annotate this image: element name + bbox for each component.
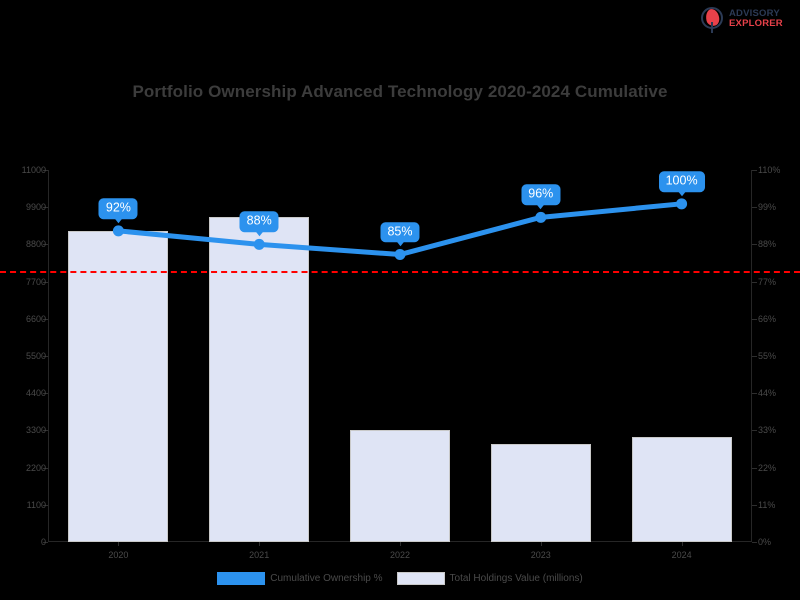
bar-2020[interactable] bbox=[68, 230, 169, 542]
y-axis-left-tick-label: 0 bbox=[40, 537, 46, 547]
legend-swatch-line-icon bbox=[217, 572, 266, 585]
y-axis-left-tick-label: 7700 bbox=[25, 276, 46, 287]
y-axis-left-tick-mark bbox=[43, 393, 48, 395]
chart-legend: Cumulative Ownership % Total Holdings Va… bbox=[0, 572, 800, 585]
legend-swatch-bar-icon bbox=[396, 572, 445, 585]
y-axis-left-tick-label: 3300 bbox=[25, 425, 46, 436]
legend-item-bar[interactable]: Total Holdings Value (millions) bbox=[396, 572, 583, 585]
data-label-2023: 96% bbox=[521, 184, 561, 210]
legend-item-line[interactable]: Cumulative Ownership % bbox=[217, 572, 383, 585]
line-point-2020[interactable] bbox=[112, 225, 124, 237]
y-axis-right-tick-mark bbox=[752, 467, 757, 469]
threshold-line bbox=[0, 271, 800, 274]
logo-mark-icon bbox=[700, 6, 726, 33]
brand-logo: ADVISORY EXPLORER bbox=[700, 4, 792, 34]
y-axis-right-line bbox=[751, 170, 752, 542]
bar-2022[interactable] bbox=[350, 430, 450, 542]
y-axis-left-tick-label: 2200 bbox=[25, 462, 46, 473]
y-axis-right-tick-mark bbox=[752, 281, 757, 283]
bar-2023[interactable] bbox=[490, 443, 591, 542]
data-label-2020: 92% bbox=[98, 198, 138, 223]
line-point-2021[interactable] bbox=[253, 238, 265, 250]
x-axis-tick-mark bbox=[118, 542, 120, 546]
x-axis-tick-mark bbox=[400, 542, 401, 546]
y-axis-right-tick-label: 0% bbox=[758, 537, 772, 547]
y-axis-left-tick-label: 5500 bbox=[25, 351, 46, 361]
y-axis-left-tick-label: 9900 bbox=[25, 202, 46, 213]
y-axis-left-tick-label: 1100 bbox=[26, 499, 46, 510]
x-axis-tick-label: 2022 bbox=[389, 550, 411, 560]
y-axis-right-tick-mark bbox=[752, 244, 757, 246]
line-series bbox=[112, 198, 688, 261]
y-axis-right-tick-label: 33% bbox=[758, 425, 777, 436]
bar-2024[interactable] bbox=[631, 437, 732, 542]
data-label-2024: 100% bbox=[658, 171, 705, 196]
y-axis-right-tick-mark bbox=[752, 504, 757, 506]
x-axis-tick-mark bbox=[540, 542, 542, 546]
y-axis-right-tick-label: 11% bbox=[758, 499, 776, 510]
y-axis-right-tick-mark bbox=[752, 207, 757, 209]
chart-plot-area: 0 1100 2200 3300 4400 5500 6600 7700 8800 9900 110… bbox=[0, 165, 800, 560]
line-point-2022[interactable] bbox=[394, 249, 406, 261]
y-axis-left-tick-mark bbox=[43, 207, 48, 209]
legend-label-bar: Total Holdings Value (millions) bbox=[449, 573, 583, 584]
y-axis-left-line bbox=[48, 170, 49, 542]
y-axis-left-tick-mark bbox=[43, 281, 48, 283]
x-axis-tick-label: 2024 bbox=[671, 550, 692, 560]
y-axis-right-tick-label: 110% bbox=[758, 165, 781, 175]
y-axis-right-tick-mark bbox=[752, 393, 757, 395]
y-axis-right-tick-mark bbox=[752, 170, 757, 171]
data-label-2022: 85% bbox=[380, 221, 420, 247]
y-axis-right-tick-label: 77% bbox=[758, 276, 777, 287]
y-axis-right-tick-mark bbox=[752, 430, 757, 432]
chart-title: Portfolio Ownership Advanced Technology … bbox=[132, 82, 668, 101]
y-axis-right-tick-label: 66% bbox=[758, 313, 777, 324]
x-axis-tick-mark bbox=[259, 542, 261, 546]
y-axis-left-tick-mark bbox=[43, 467, 48, 469]
y-axis-right-tick-label: 88% bbox=[758, 239, 777, 250]
y-axis-left-tick-label: 11000 bbox=[21, 165, 46, 175]
y-axis-left-tick-mark bbox=[43, 542, 48, 543]
y-axis-left-tick-label: 6600 bbox=[25, 313, 46, 324]
y-axis-right-tick-label: 99% bbox=[758, 202, 777, 213]
x-axis-tick-mark bbox=[681, 542, 683, 546]
y-axis-right-tick-mark bbox=[752, 318, 757, 320]
y-axis-left-tick-mark bbox=[43, 318, 48, 320]
x-axis-tick-label: 2021 bbox=[249, 550, 270, 560]
y-axis-left-tick-mark bbox=[43, 504, 48, 506]
y-axis-right-tick-mark bbox=[752, 542, 757, 543]
logo-line-1: ADVISORY bbox=[729, 8, 780, 20]
y-axis-left-tick-mark bbox=[43, 244, 48, 246]
bar-2021[interactable] bbox=[209, 217, 310, 542]
line-point-2023[interactable] bbox=[535, 211, 547, 223]
x-axis-tick-label: 2023 bbox=[530, 550, 551, 560]
line-point-2024[interactable] bbox=[676, 198, 688, 210]
legend-label-line: Cumulative Ownership % bbox=[270, 573, 383, 584]
x-axis-tick-label: 2020 bbox=[108, 550, 129, 560]
y-axis-left-tick-mark bbox=[43, 170, 48, 171]
data-label-2021: 88% bbox=[239, 211, 279, 237]
y-axis-right-tick-label: 55% bbox=[758, 351, 777, 361]
y-axis-right-tick-mark bbox=[752, 356, 757, 357]
y-axis-left-tick-mark bbox=[43, 356, 48, 357]
y-axis-right-tick-label: 44% bbox=[758, 388, 777, 399]
y-axis-right-tick-label: 22% bbox=[758, 462, 777, 473]
logo-text: ADVISORY EXPLORER bbox=[729, 9, 783, 28]
y-axis-left-tick-label: 4400 bbox=[25, 388, 46, 399]
logo-line-2: EXPLORER bbox=[729, 18, 783, 29]
y-axis-left-tick-label: 8800 bbox=[25, 239, 46, 250]
y-axis-left-tick-mark bbox=[43, 430, 48, 432]
